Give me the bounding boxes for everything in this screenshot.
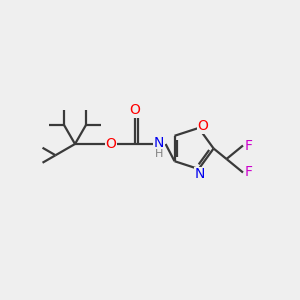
Text: F: F bbox=[245, 139, 253, 152]
Text: H: H bbox=[155, 149, 163, 159]
Text: F: F bbox=[245, 166, 253, 179]
Text: O: O bbox=[106, 137, 116, 151]
Text: N: N bbox=[154, 136, 164, 150]
Text: O: O bbox=[130, 103, 140, 117]
Text: O: O bbox=[198, 119, 208, 134]
Text: N: N bbox=[195, 167, 206, 182]
